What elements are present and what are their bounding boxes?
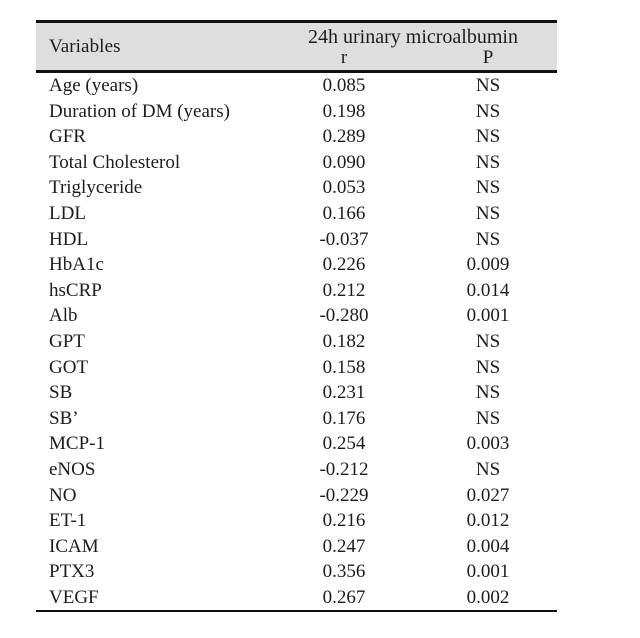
row-r-value: 0.182 [322, 330, 366, 352]
row-p-value: 0.004 [466, 535, 510, 557]
row-r-value: 0.158 [322, 356, 366, 378]
table-row: Duration of DM (years) 0.198 NS [36, 99, 557, 125]
row-variable-label: GOT [49, 356, 89, 378]
row-r-value: 0.226 [322, 254, 366, 276]
row-p-value: NS [475, 100, 501, 122]
table-row: HbA1c 0.226 0.009 [36, 252, 557, 278]
row-r-value: 0.216 [322, 510, 366, 532]
row-r-value: 0.231 [322, 382, 366, 404]
row-variable-label: NO [49, 484, 77, 506]
table-row: Triglyceride 0.053 NS [36, 175, 557, 201]
row-variable-label: GFR [49, 126, 86, 148]
table-row: NO -0.229 0.027 [36, 483, 557, 509]
header-col-r: r [340, 47, 348, 68]
row-p-value: NS [475, 356, 501, 378]
row-variable-label: Age (years) [49, 75, 139, 96]
row-r-value: 0.247 [322, 535, 366, 557]
row-variable-label: SB [49, 382, 73, 404]
header-subcolumns: r P [269, 48, 557, 70]
header-group-label: 24h urinary microalbumin [308, 26, 518, 48]
table-row: SB’ 0.176 NS [36, 406, 557, 432]
table-row: MCP-1 0.254 0.003 [36, 431, 557, 457]
row-variable-label: MCP-1 [49, 433, 105, 455]
row-variable-label: HDL [49, 228, 89, 250]
row-variable-label: Total Cholesterol [49, 151, 181, 173]
table-row: Alb -0.280 0.001 [36, 303, 557, 329]
table-row: hsCRP 0.212 0.014 [36, 278, 557, 304]
row-p-value: 0.002 [466, 586, 510, 608]
row-variable-label: VEGF [49, 586, 99, 608]
table-header: Variables 24h urinary microalbumin r P [36, 20, 557, 73]
table-row: eNOS -0.212 NS [36, 457, 557, 483]
row-p-value: NS [475, 177, 501, 199]
row-p-value: NS [475, 75, 501, 96]
row-p-value: NS [475, 382, 501, 404]
table-row: LDL 0.166 NS [36, 201, 557, 227]
header-col-p: P [482, 47, 494, 68]
table-row: SB 0.231 NS [36, 380, 557, 406]
row-r-value: 0.254 [322, 433, 366, 455]
row-r-value: 0.090 [322, 151, 366, 173]
row-variable-label: GPT [49, 330, 85, 352]
row-r-value: 0.267 [322, 586, 366, 608]
table-row: Age (years) 0.085 NS [36, 73, 557, 99]
table-row: ET-1 0.216 0.012 [36, 508, 557, 534]
row-p-value: NS [475, 126, 501, 148]
row-variable-label: ICAM [49, 535, 99, 557]
row-p-value: NS [475, 202, 501, 224]
row-variable-label: Alb [49, 305, 78, 327]
row-variable-label: eNOS [49, 458, 96, 480]
row-variable-label: SB’ [49, 407, 79, 429]
row-p-value: 0.009 [466, 254, 510, 276]
row-variable-label: PTX3 [49, 561, 95, 583]
table-body: Age (years) 0.085 NS Duration of DM (yea… [36, 73, 557, 613]
row-p-value: 0.003 [466, 433, 510, 455]
table-row: GFR 0.289 NS [36, 124, 557, 150]
row-r-value: 0.289 [322, 126, 366, 148]
row-p-value: 0.012 [466, 510, 510, 532]
correlation-table: Variables 24h urinary microalbumin r P A… [36, 20, 557, 613]
table-row: PTX3 0.356 0.001 [36, 559, 557, 585]
row-variable-label: Triglyceride [49, 177, 143, 199]
row-p-value: 0.001 [466, 305, 510, 327]
row-r-value: 0.053 [322, 177, 366, 199]
header-group: 24h urinary microalbumin r P [269, 23, 557, 70]
row-r-value: 0.166 [322, 202, 366, 224]
table-row: VEGF 0.267 0.002 [36, 585, 557, 611]
header-variables: Variables [49, 35, 121, 57]
row-variable-label: ET-1 [49, 510, 87, 532]
row-p-value: 0.027 [466, 484, 510, 506]
row-r-value: 0.085 [322, 75, 366, 96]
row-p-value: NS [475, 330, 501, 352]
table-row: GPT 0.182 NS [36, 329, 557, 355]
row-p-value: 0.001 [466, 561, 510, 583]
row-p-value: 0.014 [466, 279, 510, 301]
row-variable-label: LDL [49, 202, 86, 224]
row-r-value: -0.280 [319, 305, 369, 327]
row-variable-label: hsCRP [49, 279, 102, 301]
row-r-value: 0.212 [322, 279, 366, 301]
row-variable-label: Duration of DM (years) [49, 100, 230, 122]
row-p-value: NS [475, 228, 501, 250]
row-r-value: -0.212 [319, 458, 369, 480]
table-row: GOT 0.158 NS [36, 355, 557, 381]
row-r-value: -0.229 [319, 484, 369, 506]
row-r-value: 0.176 [322, 407, 366, 429]
table-row: Total Cholesterol 0.090 NS [36, 150, 557, 176]
row-p-value: NS [475, 407, 501, 429]
row-r-value: 0.356 [322, 561, 366, 583]
table-row: ICAM 0.247 0.004 [36, 534, 557, 560]
row-variable-label: HbA1c [49, 254, 104, 276]
table-row: HDL -0.037 NS [36, 227, 557, 253]
row-p-value: NS [475, 151, 501, 173]
row-r-value: 0.198 [322, 100, 366, 122]
row-p-value: NS [475, 458, 501, 480]
row-r-value: -0.037 [319, 228, 369, 250]
